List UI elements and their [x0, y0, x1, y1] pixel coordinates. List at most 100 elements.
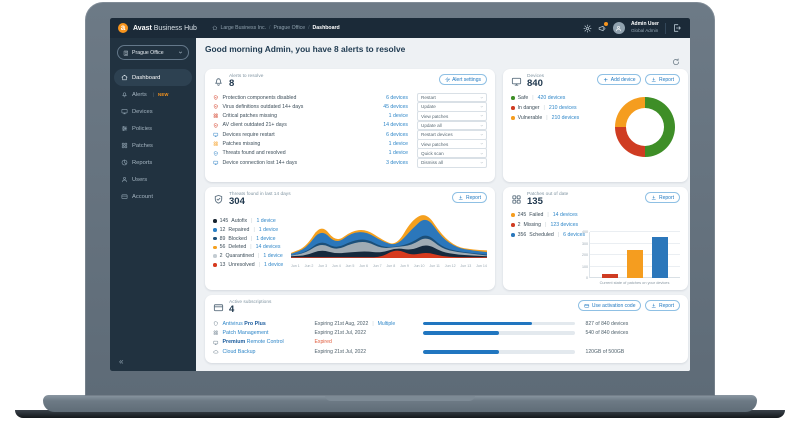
devices-donut-chart	[615, 96, 675, 157]
main-content: Good morning Admin, you have 8 alerts to…	[196, 38, 690, 371]
new-badge: NEW	[158, 92, 169, 97]
org-selector-dropdown[interactable]: Prague Office	[117, 45, 189, 60]
devices-link[interactable]: 1 device	[258, 226, 279, 233]
subscription-name-link[interactable]: Premium Remote Control	[223, 339, 315, 345]
bar-failed	[627, 249, 643, 278]
patches-count: 135	[527, 196, 543, 207]
subscription-name-link[interactable]: Antivirus Pro Plus	[223, 321, 315, 327]
bell-icon	[213, 76, 224, 87]
monitor-icon	[121, 108, 128, 115]
devices-link[interactable]: 123 devices	[550, 221, 579, 228]
avatar[interactable]	[612, 22, 625, 34]
subscriptions-card: Active subscriptions 4 Use activation co…	[205, 295, 688, 363]
sidebar-item-label: Patches	[132, 142, 153, 149]
legend-label: Failed	[529, 211, 544, 218]
stacked-area-chart	[291, 215, 487, 258]
threats-count: 304	[229, 196, 245, 207]
multiple-link[interactable]: Multiple	[377, 320, 396, 327]
sidebar-item-alerts[interactable]: Alerts | NEW	[114, 86, 192, 103]
alerts-card: Alerts to resolve 8 Alert settings	[205, 69, 495, 182]
subscription-name-link[interactable]: Cloud Backup	[223, 349, 315, 355]
devices-link[interactable]: 14 devices	[552, 211, 578, 218]
devices-link[interactable]: 14 devices	[255, 244, 281, 251]
x-axis-label: Jun 11	[429, 263, 440, 268]
legend-count: 356	[517, 231, 527, 238]
usage-amount: 120GB of 500GB	[585, 348, 625, 355]
alert-devices-link[interactable]: 14 devices	[383, 122, 408, 129]
separator: |	[372, 320, 374, 327]
patch-alert-icon	[213, 141, 219, 147]
devices-link[interactable]: 420 devices	[537, 94, 566, 101]
breadcrumb-site[interactable]: Prague Office	[273, 25, 306, 31]
missing-dot	[511, 223, 515, 227]
devices-link[interactable]: 210 devices	[551, 114, 580, 121]
sidebar-item-policies[interactable]: Policies	[114, 120, 192, 137]
sidebar-item-dashboard[interactable]: Dashboard	[114, 69, 192, 86]
alert-action-select[interactable]: Dismiss all	[417, 157, 487, 168]
sidebar-item-label: Policies	[132, 125, 152, 132]
refresh-button[interactable]	[672, 58, 680, 66]
bell-icon	[121, 91, 128, 98]
sidebar-collapse-button[interactable]: «	[119, 357, 124, 366]
logout-icon[interactable]	[672, 23, 682, 33]
add-device-button[interactable]: Add device	[597, 74, 642, 85]
alert-devices-link[interactable]: 1 device	[388, 150, 408, 157]
devices-link[interactable]: 6 devices	[563, 231, 586, 238]
sidebar-item-devices[interactable]: Devices	[114, 103, 192, 120]
action-label: View patches	[421, 113, 449, 119]
legend-label: Autofix	[231, 217, 248, 224]
unresolved-dot	[213, 263, 217, 267]
devices-link[interactable]: 1 device	[263, 253, 283, 260]
alert-settings-button[interactable]: Alert settings	[438, 74, 487, 85]
sidebar-item-patches[interactable]: Patches	[114, 137, 192, 154]
separator: |	[545, 221, 547, 228]
legend-item: Vulnerable | 210 devices	[511, 115, 579, 121]
shield-check-icon	[213, 151, 219, 157]
x-axis-label: Jun 3	[318, 263, 328, 268]
devices-link[interactable]: 1 device	[263, 261, 284, 268]
sidebar-item-account[interactable]: Account	[114, 188, 192, 205]
separator: |	[543, 104, 545, 111]
alert-devices-link[interactable]: 6 devices	[386, 94, 408, 101]
alert-row: AV client outdated 21+ days 14 devices U…	[213, 120, 487, 131]
user-menu[interactable]: Admin User Global Admin	[630, 21, 659, 34]
report-button[interactable]: Report	[452, 192, 487, 203]
alert-devices-link[interactable]: 1 device	[388, 113, 408, 120]
alert-label: Devices require restart	[222, 131, 275, 138]
chevron-down-icon	[480, 124, 484, 128]
app-window: a Avast Business Hub Large Business Inc.…	[110, 18, 690, 371]
alert-devices-link[interactable]: 1 device	[388, 141, 408, 148]
home-icon	[212, 25, 218, 31]
alert-devices-link[interactable]: 6 devices	[386, 131, 408, 138]
alert-action-select[interactable]: View patches	[417, 111, 487, 122]
legend-item: 56 Deleted | 14 devices	[213, 244, 283, 250]
devices-link[interactable]: 1 device	[256, 217, 276, 224]
alert-devices-link[interactable]: 3 devices	[386, 159, 408, 166]
chevron-down-icon	[480, 133, 484, 137]
devices-link[interactable]: 210 devices	[548, 104, 577, 111]
alert-action-select[interactable]: Quick scan	[417, 148, 487, 159]
x-axis-label: Jun 13	[460, 263, 472, 268]
settings-gear-icon[interactable]	[583, 24, 592, 33]
sidebar-item-users[interactable]: Users	[114, 171, 192, 188]
user-name: Admin User	[630, 21, 659, 28]
report-button[interactable]: Report	[645, 192, 680, 203]
action-label: View patches	[421, 141, 449, 147]
devices-link[interactable]: 1 device	[256, 235, 276, 242]
legend-label: Vulnerable	[517, 114, 543, 121]
sidebar-item-reports[interactable]: Reports	[114, 154, 192, 171]
notifications-icon[interactable]	[598, 22, 609, 33]
alert-action-select[interactable]: Restart	[417, 92, 487, 103]
alert-devices-link[interactable]: 45 devices	[383, 103, 408, 110]
y-axis-tick: 100	[582, 264, 588, 269]
legend-item: Safe | 420 devices	[511, 95, 579, 101]
subscription-name-link[interactable]: Patch Management	[223, 330, 315, 336]
report-button[interactable]: Report	[645, 300, 680, 311]
breadcrumb-org[interactable]: Large Business Inc.	[220, 25, 267, 31]
legend-item: 145 Autofix | 1 device	[213, 218, 283, 224]
use-activation-code-button[interactable]: Use activation code	[578, 300, 642, 311]
button-label: Use activation code	[591, 302, 636, 309]
report-button[interactable]: Report	[645, 74, 680, 85]
sidebar-item-label: Reports	[132, 159, 153, 166]
alert-action-select[interactable]: Update all	[417, 120, 487, 131]
